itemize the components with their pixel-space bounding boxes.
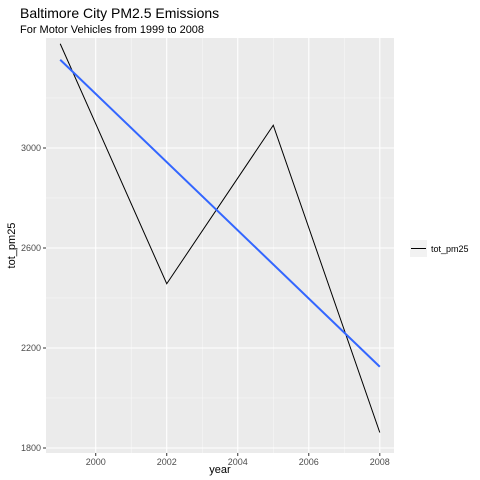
y-tick-label: 2200: [21, 343, 41, 353]
x-tick-label: 2006: [299, 457, 319, 467]
y-axis-ticks: 1800 2200 2600 3000: [21, 143, 46, 453]
tot-pm25-line: [59, 43, 381, 433]
y-tick-label: 3000: [21, 143, 41, 153]
y-axis-title: tot_pm25: [6, 223, 18, 269]
x-tick-label: 2000: [86, 457, 106, 467]
x-tick-label: 2004: [228, 457, 248, 467]
minor-grid: [46, 38, 394, 453]
plot-panel: [46, 38, 394, 453]
y-tick-label: 1800: [21, 443, 41, 453]
legend-key-tot-pm25: [410, 240, 427, 257]
chart-subtitle: For Motor Vehicles from 1999 to 2008: [20, 24, 205, 36]
legend: tot_pm25: [410, 240, 469, 257]
y-tick-label: 2600: [21, 243, 41, 253]
x-tick-label: 2008: [370, 457, 390, 467]
major-grid: [46, 38, 394, 453]
x-tick-label: 2002: [157, 457, 177, 467]
chart-title: Baltimore City PM2.5 Emissions: [20, 5, 220, 21]
x-axis-ticks: 2000 2002 2004 2006 2008: [86, 453, 390, 467]
trend-line: [59, 59, 381, 368]
legend-label-tot-pm25: tot_pm25: [431, 243, 469, 254]
x-axis-title: year: [209, 464, 231, 476]
